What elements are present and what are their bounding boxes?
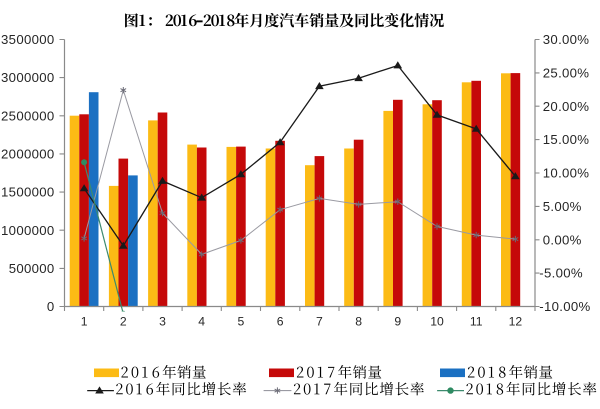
svg-text:2000000: 2000000 xyxy=(1,147,54,162)
svg-text:3000000: 3000000 xyxy=(1,70,54,85)
svg-text:5.00%: 5.00% xyxy=(543,199,582,214)
svg-text:7: 7 xyxy=(316,315,323,329)
svg-text:1000000: 1000000 xyxy=(1,223,54,238)
svg-text:3500000: 3500000 xyxy=(1,32,54,47)
svg-text:5: 5 xyxy=(238,315,245,329)
svg-text:15.00%: 15.00% xyxy=(543,132,590,147)
svg-text:4: 4 xyxy=(198,315,205,329)
svg-text:9: 9 xyxy=(394,315,401,329)
svg-text:11: 11 xyxy=(470,315,483,329)
svg-text:10: 10 xyxy=(430,315,444,329)
svg-text:30.00%: 30.00% xyxy=(543,32,590,47)
svg-text:20.00%: 20.00% xyxy=(543,99,590,114)
svg-text:2500000: 2500000 xyxy=(1,108,54,123)
svg-text:0.00%: 0.00% xyxy=(543,232,582,247)
svg-text:6: 6 xyxy=(277,315,284,329)
svg-text:3: 3 xyxy=(159,315,166,329)
svg-text:1500000: 1500000 xyxy=(1,185,54,200)
svg-text:-10.00%: -10.00% xyxy=(539,299,590,314)
svg-text:8: 8 xyxy=(355,315,362,329)
svg-text:10.00%: 10.00% xyxy=(543,166,590,181)
svg-text:2: 2 xyxy=(120,315,127,329)
svg-text:500000: 500000 xyxy=(9,261,55,276)
svg-text:0: 0 xyxy=(47,299,55,314)
svg-text:1: 1 xyxy=(81,315,88,329)
svg-text:25.00%: 25.00% xyxy=(543,66,590,81)
svg-text:-5.00%: -5.00% xyxy=(539,266,583,281)
svg-text:12: 12 xyxy=(509,315,523,329)
